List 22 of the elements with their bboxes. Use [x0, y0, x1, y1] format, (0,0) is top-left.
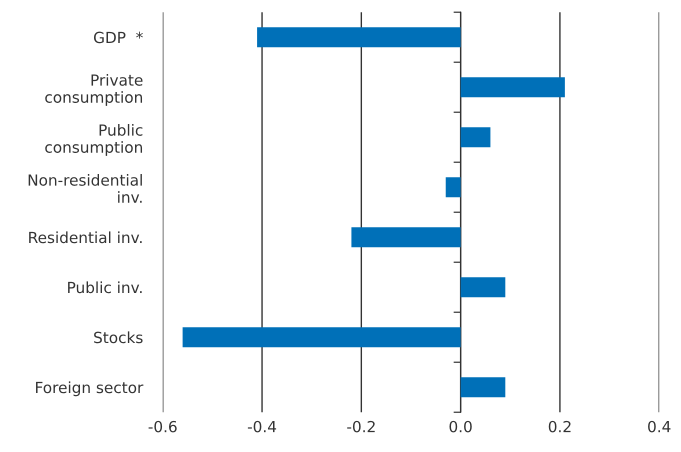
y-tick-label: Foreign sector: [36, 381, 144, 396]
bar: [460, 377, 506, 398]
y-tick-label: Private consumption: [45, 74, 142, 106]
x-tick-label: -0.6: [148, 420, 177, 432]
y-tick-label: Public inv.: [68, 281, 142, 294]
x-tick-label: -0.4: [248, 420, 276, 432]
bar: [446, 177, 461, 198]
bar: [460, 277, 506, 298]
y-tick-label: Non-residential inv.: [28, 174, 142, 203]
x-tick-label: -0.2: [347, 420, 375, 432]
bar: [460, 127, 490, 148]
x-tick-label: 0.0: [449, 420, 472, 432]
y-tick-label: GDP *: [94, 32, 143, 44]
x-tick-label: 0.2: [548, 420, 571, 432]
bar: [257, 27, 461, 48]
y-tick-label: Stocks: [94, 331, 143, 344]
bar: [460, 77, 565, 98]
bar: [351, 227, 461, 248]
y-tick-label: Public consumption: [45, 124, 142, 156]
y-tick-label: Residential inv.: [29, 231, 142, 244]
bar: [182, 327, 461, 348]
x-tick-label: 0.4: [648, 420, 670, 432]
